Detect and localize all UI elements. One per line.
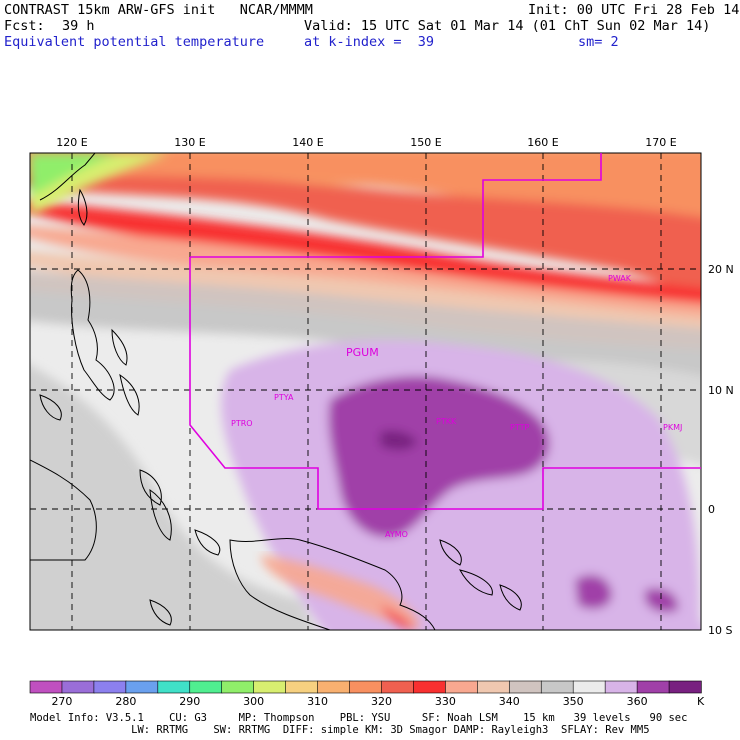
colorbar-swatch — [29, 680, 63, 694]
colorbar-swatch — [668, 680, 702, 694]
coastlines — [30, 153, 522, 630]
colorbar-tick-label: 300 — [243, 695, 264, 708]
colorbar-swatch — [413, 680, 447, 694]
init-time: Init: 00 UTC Fri 28 Feb 14 — [528, 2, 740, 18]
colorbar-swatch — [125, 680, 159, 694]
level-info: at k-index = 39 — [304, 34, 435, 50]
lat-label-10s: 10 S — [708, 624, 732, 637]
colorbar-swatch — [349, 680, 383, 694]
lat-label-10n: 10 N — [708, 384, 734, 397]
colorbar-swatch — [381, 680, 415, 694]
colorbar-swatch — [604, 680, 638, 694]
model-title: CONTRAST 15km ARW-GFS init NCAR/MMMM — [4, 2, 313, 18]
station-label: PTTP — [510, 423, 529, 432]
colorbar-swatch — [157, 680, 191, 694]
lon-label-130e: 130 E — [174, 136, 205, 149]
colorbar-tick-label: 310 — [307, 695, 328, 708]
colorbar-swatch — [636, 680, 670, 694]
colorbar-swatch — [508, 680, 542, 694]
colorbar: 270 280 290 300 310 320 330 340 350 360 — [29, 680, 702, 708]
model-info-line1: Model Info: V3.5.1 CU: G3 MP: Thompson P… — [30, 712, 688, 724]
lon-label-150e: 150 E — [410, 136, 441, 149]
colorbar-swatch — [572, 680, 606, 694]
colorbar-tick-label: 290 — [179, 695, 200, 708]
colorbar-tick-label: 270 — [51, 695, 72, 708]
colorbar-swatch — [477, 680, 510, 694]
forecast-hour: 39 h — [62, 18, 95, 34]
lon-label-170e: 170 E — [645, 136, 676, 149]
lat-label-20n: 20 N — [708, 263, 734, 276]
lat-lon-grid — [30, 153, 701, 630]
station-label: PGUM — [346, 346, 379, 359]
station-label: AYMO — [385, 530, 408, 539]
colorbar-tick-label: 330 — [435, 695, 456, 708]
lon-label-120e: 120 E — [56, 136, 87, 149]
colorbar-swatch — [221, 680, 255, 694]
region-boundary — [189, 153, 701, 510]
colorbar-tick-label: 340 — [499, 695, 520, 708]
valid-time: Valid: 15 UTC Sat 01 Mar 14 (01 ChT Sun … — [304, 18, 711, 34]
station-label: PTKK — [436, 417, 457, 426]
colorbar-tick-label: 320 — [371, 695, 392, 708]
colorbar-swatch — [93, 680, 127, 694]
smoothing-info: sm= 2 — [578, 34, 619, 50]
station-label: PTRO — [231, 419, 253, 428]
colorbar-unit: K — [697, 695, 705, 708]
colorbar-swatch — [61, 680, 95, 694]
station-label: PTYA — [274, 393, 294, 402]
lat-label-0: 0 — [708, 503, 715, 516]
colorbar-tick-label: 280 — [115, 695, 136, 708]
lon-label-160e: 160 E — [527, 136, 558, 149]
field-name: Equivalent potential temperature — [4, 34, 265, 50]
colorbar-swatch — [285, 680, 319, 694]
colorbar-swatch — [189, 680, 223, 694]
station-label: PWAK — [608, 274, 632, 283]
station-label: PKMJ — [663, 423, 682, 432]
theta-e-field — [30, 153, 701, 630]
colorbar-swatch — [317, 680, 351, 694]
colorbar-swatch — [445, 680, 479, 694]
colorbar-swatch — [540, 680, 574, 694]
lon-label-140e: 140 E — [292, 136, 323, 149]
colorbar-tick-label: 350 — [563, 695, 584, 708]
colorbar-swatch — [253, 680, 287, 694]
colorbar-tick-label: 360 — [627, 695, 648, 708]
forecast-label: Fcst: — [4, 18, 45, 34]
model-info-line2: LW: RRTMG SW: RRTMG DIFF: simple KM: 3D … — [30, 724, 650, 736]
map-frame — [29, 152, 702, 631]
